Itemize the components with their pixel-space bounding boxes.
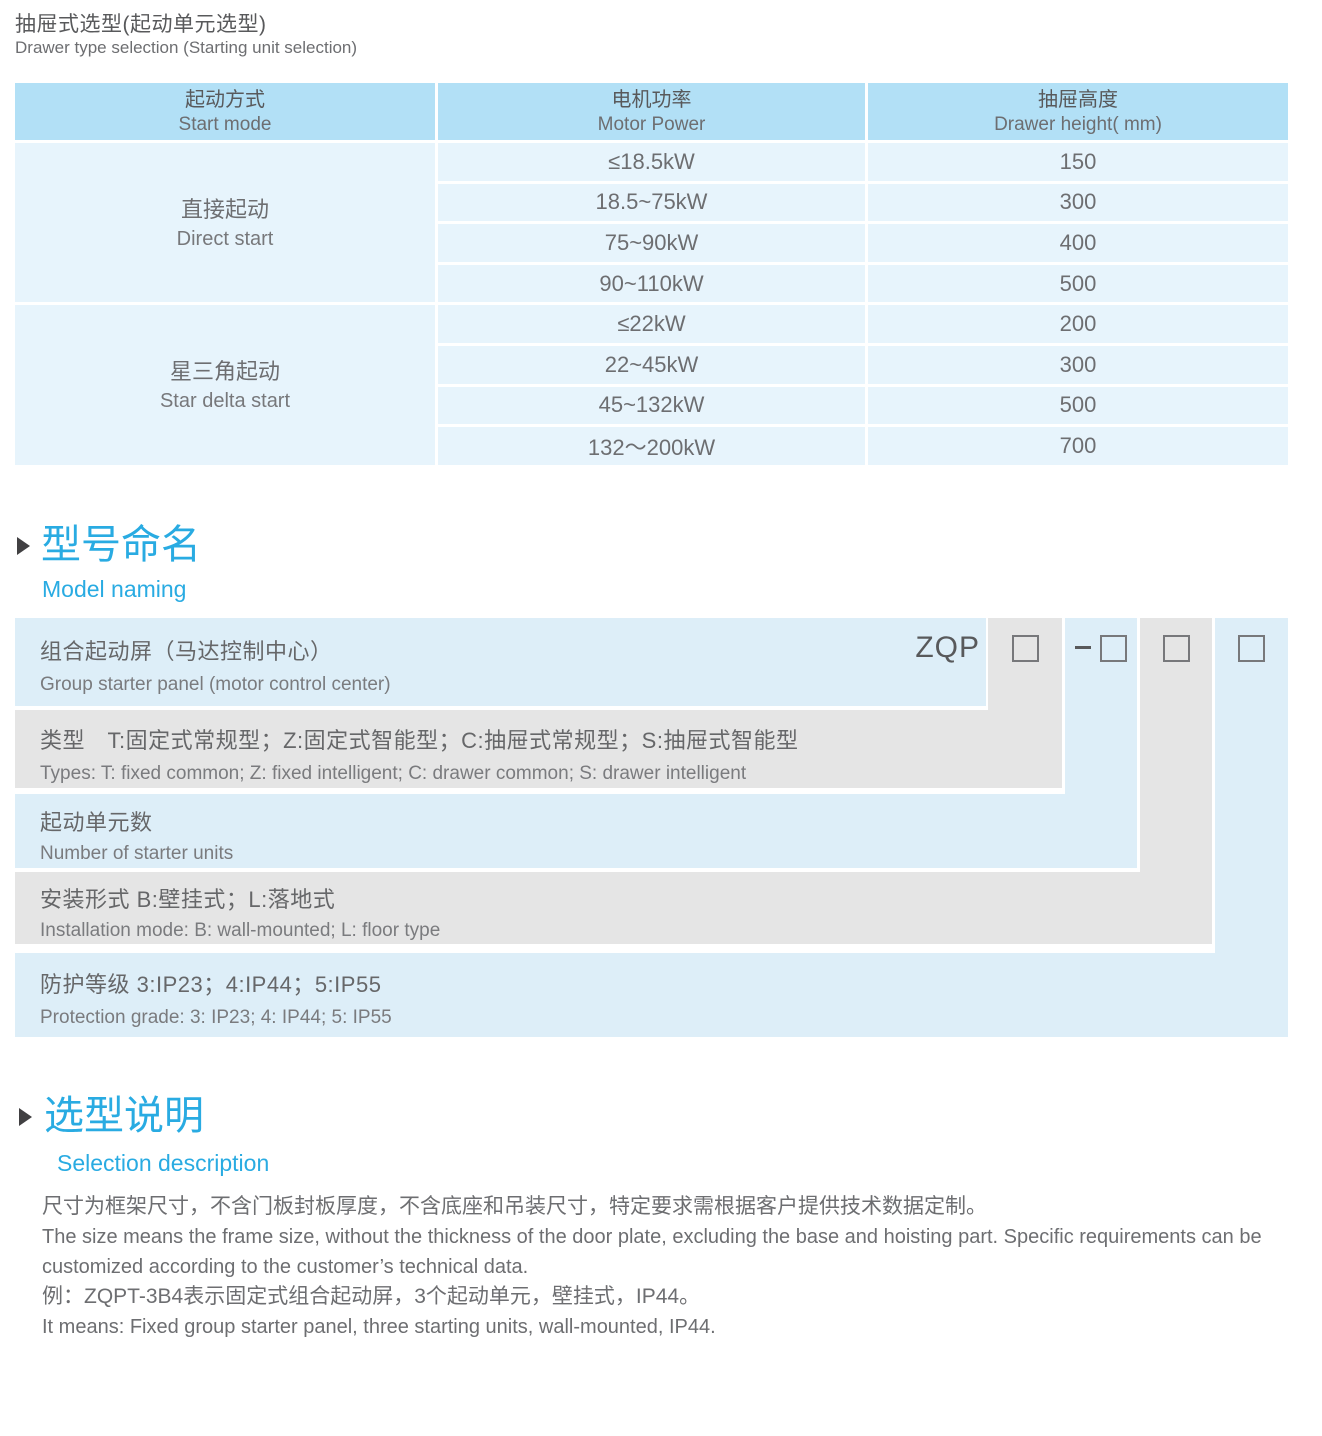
column-header-drawer-height: 抽屉高度 Drawer height( mm) bbox=[868, 83, 1288, 140]
placeholder-box-icon bbox=[1162, 635, 1190, 662]
naming-row-type: 类型 T:固定式常规型；Z:固定式智能型；C:抽屉式常规型；S:抽屉式智能型 T… bbox=[15, 710, 1062, 788]
height-value: 300 bbox=[1059, 351, 1097, 377]
table-cell-power: ≤22kW bbox=[438, 305, 865, 343]
height-value: 300 bbox=[1059, 189, 1097, 215]
power-value: 45~132kW bbox=[598, 392, 705, 418]
description-line: customized according to the customer’s t… bbox=[42, 1256, 529, 1278]
column-header-en: Drawer height( mm) bbox=[994, 113, 1162, 135]
table-cell-height: 200 bbox=[868, 305, 1288, 343]
placeholder-box-icon bbox=[1011, 635, 1039, 662]
placeholder-box-icon bbox=[1100, 635, 1127, 662]
power-value: 132～200kW bbox=[587, 434, 716, 460]
table-cell-power: 75~90kW bbox=[438, 224, 865, 262]
column-header-en: Start mode bbox=[178, 113, 272, 135]
naming-row-en: Group starter panel (motor control cente… bbox=[40, 674, 391, 695]
naming-row-installation-mode: 安装形式 B:壁挂式；L:落地式 Installation mode: B: w… bbox=[15, 872, 1212, 944]
naming-column-starter-units bbox=[1065, 618, 1137, 868]
naming-row-cn: 类型 T:固定式常规型；Z:固定式智能型；C:抽屉式常规型；S:抽屉式智能型 bbox=[40, 728, 799, 753]
start-mode-cell-direct: 直接起动 Direct start bbox=[15, 143, 435, 303]
power-value: 18.5~75kW bbox=[595, 189, 708, 215]
table-cell-power: 132～200kW bbox=[438, 427, 865, 465]
section-subheading-selection-description: Selection description bbox=[57, 1150, 270, 1176]
naming-row-cn: 起动单元数 bbox=[40, 810, 153, 835]
start-mode-cn: 直接起动 bbox=[180, 196, 269, 222]
column-header-cn: 抽屉高度 bbox=[1038, 88, 1118, 111]
section-heading-selection-description: 选型说明 bbox=[44, 1094, 204, 1138]
height-value: 400 bbox=[1059, 229, 1097, 255]
description-line: 例：ZQPT-3B4表示固定式组合起动屏，3个起动单元，壁挂式，IP44。 bbox=[42, 1285, 701, 1308]
table-cell-height: 500 bbox=[868, 264, 1288, 303]
naming-column-type bbox=[988, 618, 1062, 788]
description-line: It means: Fixed group starter panel, thr… bbox=[42, 1316, 716, 1338]
column-header-cn: 起动方式 bbox=[185, 88, 265, 111]
power-value: ≤22kW bbox=[617, 311, 686, 337]
naming-row-starter-units: 起动单元数 Number of starter units bbox=[15, 794, 1137, 868]
table-cell-power: ≤18.5kW bbox=[438, 143, 865, 181]
naming-column-installation-mode bbox=[1140, 618, 1212, 944]
naming-column-protection-grade bbox=[1215, 618, 1288, 1037]
naming-row-cn: 防护等级 3:IP23；4:IP44；5:IP55 bbox=[40, 972, 382, 997]
model-naming-diagram: 组合起动屏（马达控制中心） Group starter panel (motor… bbox=[15, 618, 1288, 1037]
naming-row-en: Protection grade: 3: IP23; 4: IP44; 5: I… bbox=[40, 1007, 392, 1028]
section-heading-model-naming: 型号命名 bbox=[41, 523, 201, 567]
section-arrow-icon bbox=[19, 1108, 32, 1126]
height-value: 200 bbox=[1059, 311, 1097, 337]
power-value: 22~45kW bbox=[604, 351, 699, 377]
naming-row-cn: 组合起动屏（马达控制中心） bbox=[40, 639, 333, 664]
placeholder-box-icon bbox=[1238, 635, 1265, 662]
power-value: 90~110kW bbox=[599, 270, 704, 296]
page-title: 抽屉式选型(起动单元选型) bbox=[15, 13, 267, 36]
section-arrow-icon bbox=[17, 537, 30, 555]
column-header-motor-power: 电机功率 Motor Power bbox=[438, 83, 865, 140]
power-value: 75~90kW bbox=[604, 229, 699, 255]
table-cell-height: 700 bbox=[868, 427, 1288, 465]
height-value: 500 bbox=[1059, 392, 1097, 418]
height-value: 700 bbox=[1059, 432, 1097, 458]
table-cell-height: 150 bbox=[868, 143, 1288, 181]
naming-row-protection-grade: 防护等级 3:IP23；4:IP44；5:IP55 Protection gra… bbox=[15, 953, 1288, 1037]
page-subtitle: Drawer type selection (Starting unit sel… bbox=[15, 38, 358, 57]
selection-description-text: 尺寸为框架尺寸，不含门板封板厚度，不含底座和吊装尺寸，特定要求需根据客户提供技术… bbox=[42, 1192, 1292, 1342]
table-cell-power: 22~45kW bbox=[438, 345, 865, 384]
height-value: 500 bbox=[1059, 270, 1097, 296]
column-header-start-mode: 起动方式 Start mode bbox=[15, 83, 435, 140]
naming-row-en: Number of starter units bbox=[40, 843, 234, 864]
start-mode-cell-star-delta: 星三角起动 Star delta start bbox=[15, 305, 435, 465]
table-cell-power: 45~132kW bbox=[438, 386, 865, 425]
description-line: The size means the frame size, without t… bbox=[42, 1226, 1262, 1248]
start-mode-cn: 星三角起动 bbox=[169, 359, 280, 385]
naming-row-group-starter-panel: 组合起动屏（马达控制中心） Group starter panel (motor… bbox=[15, 618, 986, 706]
table-cell-power: 18.5~75kW bbox=[438, 183, 865, 222]
table-cell-power: 90~110kW bbox=[438, 264, 865, 303]
table-cell-height: 300 bbox=[868, 183, 1288, 222]
drawer-selection-table: 起动方式 Start mode 电机功率 Motor Power 抽屉高度 Dr… bbox=[15, 83, 1288, 467]
section-subheading-model-naming: Model naming bbox=[42, 576, 187, 602]
table-cell-height: 300 bbox=[868, 345, 1288, 384]
naming-row-en: Installation mode: B: wall-mounted; L: f… bbox=[40, 920, 441, 941]
column-header-en: Motor Power bbox=[597, 113, 706, 135]
table-cell-height: 400 bbox=[868, 224, 1288, 262]
naming-row-en: Types: T: fixed common; Z: fixed intelli… bbox=[40, 763, 747, 784]
naming-row-cn: 安装形式 B:壁挂式；L:落地式 bbox=[40, 887, 336, 912]
model-prefix: ZQP bbox=[915, 631, 980, 664]
start-mode-en: Direct start bbox=[176, 227, 274, 250]
start-mode-en: Star delta start bbox=[159, 390, 291, 413]
column-header-cn: 电机功率 bbox=[611, 88, 692, 111]
table-cell-height: 500 bbox=[868, 386, 1288, 425]
description-line: 尺寸为框架尺寸，不含门板封板厚度，不含底座和吊装尺寸，特定要求需根据客户提供技术… bbox=[42, 1195, 987, 1218]
dash-separator bbox=[1075, 646, 1091, 649]
height-value: 150 bbox=[1059, 148, 1097, 174]
power-value: ≤18.5kW bbox=[608, 148, 695, 174]
